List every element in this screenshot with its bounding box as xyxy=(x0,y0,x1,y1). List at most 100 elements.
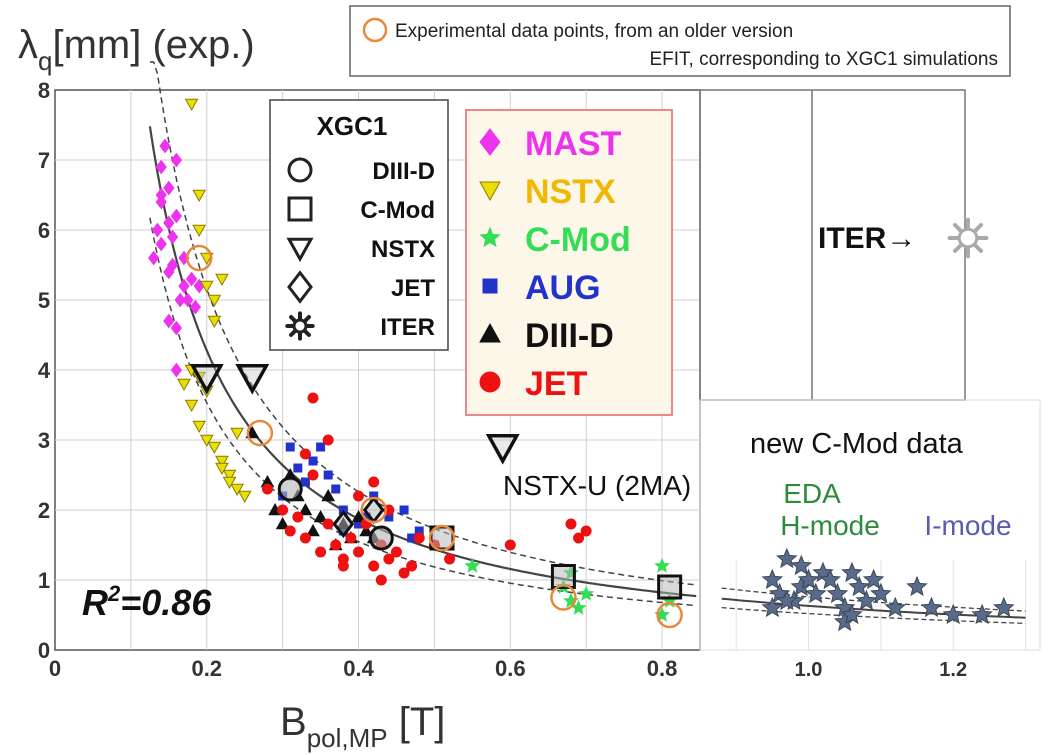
point-jet xyxy=(375,574,387,586)
point-nstx xyxy=(215,273,229,287)
sun-ray xyxy=(302,328,311,337)
point-nstx xyxy=(207,441,222,455)
point-jet xyxy=(307,392,319,404)
point-jet xyxy=(573,532,585,544)
point-nstx xyxy=(222,469,237,483)
xgc1-legend-label: ITER xyxy=(380,314,435,341)
point-mast xyxy=(170,152,183,168)
new-cmod-point xyxy=(884,596,907,618)
new-cmod-point xyxy=(797,568,820,590)
experiment-legend-entries: MAST NSTX C-Mod AUG DIII-D JET xyxy=(479,125,631,403)
point-jet xyxy=(337,560,349,572)
point-mast xyxy=(170,320,183,336)
xgc1-jet-marker xyxy=(332,509,355,539)
point-diii-d xyxy=(321,488,336,502)
experiment-legend-label: AUG xyxy=(525,269,601,307)
y-tick-label: 5 xyxy=(38,288,50,313)
x-tick-label: 0.2 xyxy=(191,656,222,681)
x-axis-label: Bpol,MP [T] xyxy=(280,700,445,753)
point-jet xyxy=(353,546,365,558)
y-tick-label: 1 xyxy=(38,568,50,593)
new-cmod-title: new C-Mod data xyxy=(750,428,964,460)
xgc1-legend-label: NSTX xyxy=(371,236,435,263)
point-aug xyxy=(300,477,310,487)
point-nstx xyxy=(192,420,207,434)
experimental-circle xyxy=(550,584,577,611)
point-aug xyxy=(293,463,303,473)
x-tick-labels-new-cmod: 1.0 1.2 xyxy=(795,659,967,681)
new-cmod-point xyxy=(841,603,863,625)
point-nstx xyxy=(215,462,229,476)
point-jet xyxy=(299,448,311,460)
sun-ray xyxy=(952,242,964,254)
new-cmod-point xyxy=(826,582,849,604)
new-cmod-point xyxy=(870,582,892,604)
xgc1-legend-marker-diii-d xyxy=(287,157,313,183)
point-nstx xyxy=(192,189,207,203)
sun-ray xyxy=(289,328,298,337)
xgc1-legend-box xyxy=(269,99,449,351)
point-nstx xyxy=(184,399,199,413)
experimental-circle xyxy=(185,244,213,272)
x-tick-label-new-cmod: 1.2 xyxy=(939,659,967,681)
y-tick-label: 6 xyxy=(38,218,50,243)
experimental-circle xyxy=(246,419,274,447)
sun-core xyxy=(292,318,308,334)
experimental-circle xyxy=(656,601,683,629)
y-tick-label: 7 xyxy=(38,148,50,173)
point-c-mod xyxy=(464,557,481,573)
point-c-mod xyxy=(654,557,670,573)
point-mast xyxy=(166,229,179,245)
point-mast xyxy=(155,236,167,252)
point-aug xyxy=(316,442,326,452)
sun-ray xyxy=(972,242,984,254)
new-cmod-point xyxy=(761,568,784,590)
experimental-note-marker xyxy=(362,17,388,43)
xgc1-nstx-marker xyxy=(235,364,270,395)
new-cmod-point xyxy=(971,603,993,625)
point-jet xyxy=(383,553,395,565)
eda-label: EDA xyxy=(783,478,841,509)
point-jet xyxy=(565,518,577,530)
experiment-legend-label: DIII-D xyxy=(525,317,614,355)
fit-curve xyxy=(148,126,697,598)
point-nstx xyxy=(199,280,214,294)
new-cmod-point xyxy=(761,596,784,618)
new-cmod-point xyxy=(993,596,1015,618)
xgc1-legend-label: C-Mod xyxy=(360,197,435,224)
experiment-legend-marker-diii-d xyxy=(479,322,501,343)
point-mast xyxy=(163,313,175,329)
point-mast xyxy=(185,271,198,287)
y-tick-label: 8 xyxy=(38,78,50,103)
sun-ray xyxy=(952,222,964,234)
point-mast xyxy=(170,362,183,378)
point-nstx xyxy=(192,224,207,238)
sun-core xyxy=(957,227,979,249)
new-cmod-point xyxy=(790,554,813,576)
point-aug xyxy=(323,470,333,480)
point-mast xyxy=(170,208,183,224)
point-jet xyxy=(330,539,342,551)
point-jet xyxy=(368,560,380,572)
point-jet xyxy=(413,532,425,544)
experiment-legend-marker-aug xyxy=(482,278,498,294)
point-jet xyxy=(398,567,410,579)
y-tick-label: 4 xyxy=(38,358,51,383)
x-tick-labels: 0 0.2 0.4 0.6 0.8 xyxy=(49,656,677,681)
new-cmod-point xyxy=(848,575,870,597)
xgc1-diiid-marker xyxy=(368,525,394,551)
new-cmod-point xyxy=(906,575,928,597)
point-diii-d xyxy=(298,502,313,516)
point-nstx xyxy=(207,315,222,329)
xgc1-legend-entries: DIII-D C-Mod NSTX JET ITER xyxy=(285,157,435,341)
point-nstx xyxy=(222,476,237,490)
point-jet xyxy=(284,525,296,537)
xgc1-legend-label: DIII-D xyxy=(372,158,435,185)
new-cmod-point xyxy=(819,568,841,590)
y-tick-label: 3 xyxy=(38,428,50,453)
new-cmod-point xyxy=(804,582,827,604)
point-nstx xyxy=(207,294,222,308)
xgc1-legend-label: JET xyxy=(391,275,435,302)
point-jet xyxy=(406,560,418,572)
new-cmod-point xyxy=(855,589,878,611)
